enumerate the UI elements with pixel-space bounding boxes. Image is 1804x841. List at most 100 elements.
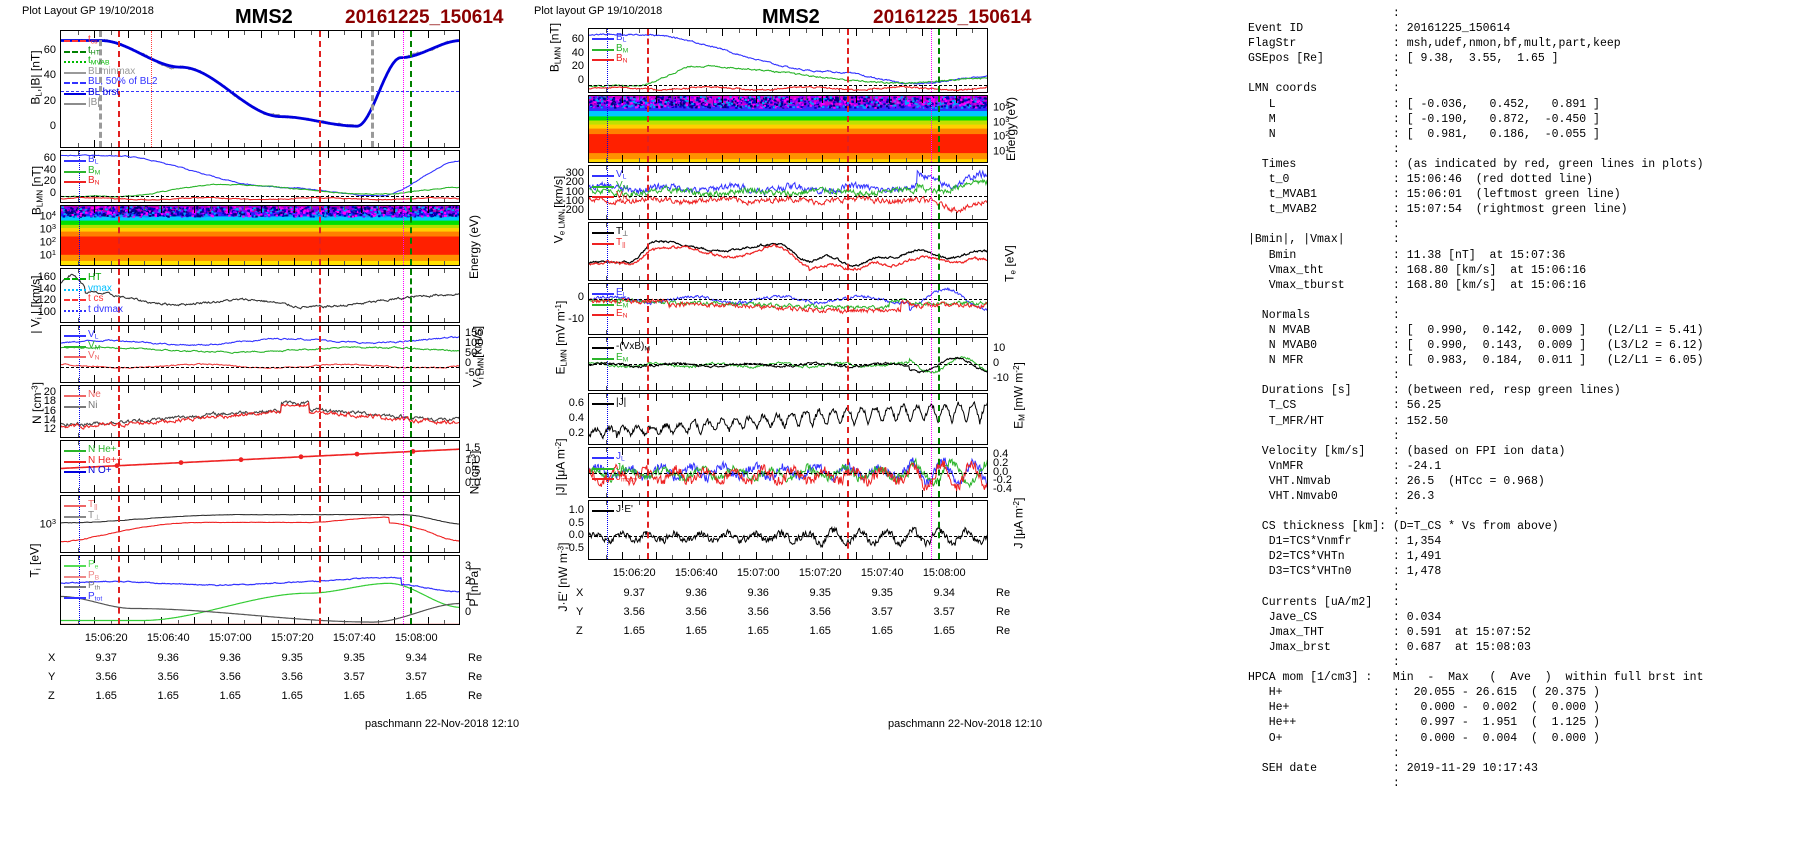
series-canvas (589, 169, 987, 214)
axis-tick (94, 258, 96, 265)
plot-panel-3[interactable] (60, 268, 460, 323)
axis-tick (889, 223, 890, 230)
axis-tick (311, 488, 312, 492)
axis-tick (444, 386, 446, 390)
coord-value: 1.65 (219, 690, 241, 702)
axis-tick (77, 548, 79, 552)
legend-label: BL (616, 32, 627, 44)
coord-unit: Re (468, 652, 483, 664)
axis-tick (127, 441, 129, 448)
axis-tick (194, 545, 196, 552)
axis-tick (755, 284, 757, 291)
legend-swatch (592, 38, 614, 40)
plot-panel-5[interactable] (588, 337, 988, 391)
time-marker-line (607, 394, 608, 444)
axis-tick (244, 326, 246, 330)
axis-tick (889, 394, 890, 401)
y-tick-label: 16 (43, 404, 56, 417)
y-tick-label-right: 3 (465, 560, 472, 573)
axis-tick (311, 620, 312, 624)
axis-tick (839, 493, 840, 497)
axis-tick (789, 29, 790, 36)
plot-panel-5[interactable] (60, 385, 460, 438)
axis-tick (639, 394, 640, 398)
axis-tick (655, 552, 657, 559)
axis-tick (427, 556, 429, 563)
axis-tick (955, 155, 957, 162)
axis-tick (427, 315, 429, 322)
axis-tick (722, 394, 724, 401)
axis-tick (805, 276, 807, 280)
axis-tick (194, 315, 196, 322)
axis-tick (922, 394, 924, 401)
data-series (61, 516, 459, 543)
axis-tick (655, 437, 657, 444)
plot-panel-1[interactable] (60, 150, 460, 203)
plot-panel-0[interactable] (588, 28, 988, 93)
axis-tick (394, 375, 396, 382)
plot-panel-2[interactable] (588, 165, 988, 220)
legend-swatch (64, 565, 86, 567)
plot-panel-0[interactable] (60, 30, 460, 148)
axis-tick (772, 330, 774, 334)
legend-label: N He++ (88, 454, 123, 466)
plot-panel-6[interactable] (588, 393, 988, 445)
axis-tick (161, 195, 162, 202)
coord-unit: Re (468, 671, 483, 683)
coord-unit: Re (996, 625, 1011, 637)
axis-tick (211, 488, 212, 492)
axis-tick (427, 206, 429, 213)
axis-tick (855, 437, 857, 444)
data-point (178, 460, 184, 465)
axis-tick (361, 430, 362, 437)
plot-panel-2[interactable] (60, 205, 460, 266)
series-canvas (589, 33, 987, 92)
axis-tick (211, 386, 212, 390)
axis-tick (277, 206, 279, 210)
axis-tick (905, 330, 907, 334)
plot-panel-4[interactable] (588, 283, 988, 335)
report-line: : (1248, 776, 1400, 790)
axis-tick (872, 88, 874, 92)
axis-tick (839, 158, 840, 162)
plot-panel-7[interactable] (60, 495, 460, 553)
legend-swatch (592, 457, 614, 459)
y-tick-label: -10 (568, 313, 584, 326)
axis-tick (839, 96, 840, 100)
plot-panel-8[interactable] (588, 500, 988, 560)
plot-panel-8[interactable] (60, 555, 460, 625)
plot-panel-4[interactable] (60, 325, 460, 383)
legend-swatch (64, 460, 86, 463)
plot-panel-6[interactable] (60, 440, 460, 493)
y-tick-label: 0.2 (568, 426, 584, 439)
time-marker-line (937, 448, 940, 497)
axis-tick (377, 151, 379, 155)
plot-panel-3[interactable] (588, 222, 988, 281)
axis-tick (789, 96, 790, 103)
mid-ylabel-5: EM [mW m-2] (1011, 362, 1027, 429)
axis-tick (161, 258, 162, 265)
axis-tick (789, 273, 790, 280)
axis-tick (444, 378, 446, 382)
axis-tick (839, 88, 840, 92)
axis-tick (805, 501, 807, 505)
axis-tick (427, 430, 429, 437)
axis-tick (361, 258, 362, 265)
axis-tick (922, 223, 924, 230)
axis-tick (705, 448, 707, 452)
axis-tick (772, 96, 774, 100)
plot-panel-7[interactable] (588, 447, 988, 498)
series-canvas (61, 335, 459, 370)
axis-tick (739, 215, 740, 219)
axis-tick (839, 555, 840, 559)
plot-panel-1[interactable] (588, 95, 988, 163)
axis-tick (127, 269, 129, 276)
axis-tick (111, 206, 112, 210)
axis-tick (344, 151, 346, 155)
data-series (61, 346, 459, 354)
coord-value: 3.56 (95, 671, 117, 683)
axis-tick (444, 620, 446, 624)
time-marker-line (931, 284, 932, 334)
coord-value: 3.56 (809, 606, 831, 618)
report-line: FlagStr : msh,udef,nmon,bf,mult,part,kee… (1248, 37, 1621, 51)
